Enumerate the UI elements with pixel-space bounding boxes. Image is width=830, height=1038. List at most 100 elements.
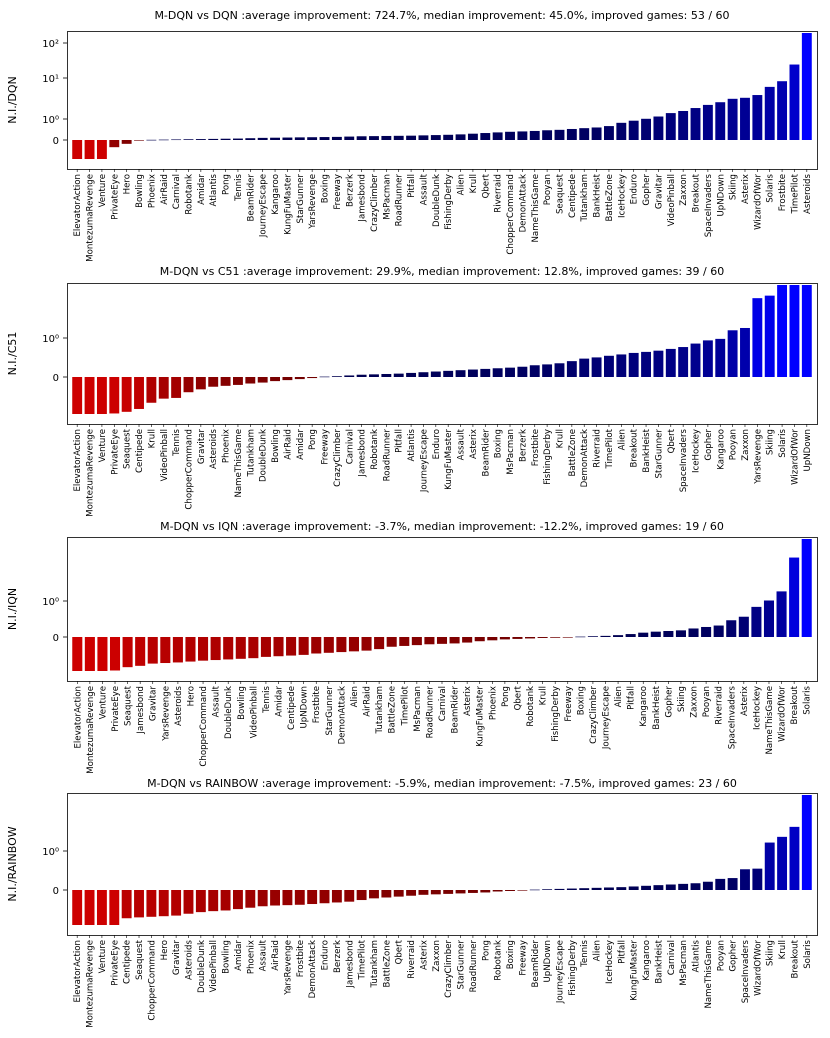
- x-tick-label: StarGunner: [325, 686, 335, 736]
- bar-Bowling: [235, 637, 246, 659]
- x-tick-label: Phoenix: [222, 429, 232, 463]
- x-tick-label: RoadRunner: [469, 940, 479, 993]
- x-tick-label: Alien: [617, 429, 627, 450]
- bar-Frostbite: [529, 365, 540, 377]
- bar-Jamesbond: [135, 637, 146, 666]
- x-tick-label: DemonAttack: [337, 686, 347, 744]
- x-tick-label: Tennis: [580, 939, 590, 967]
- bar-Qbert: [480, 133, 491, 140]
- bar-UpNDown: [801, 285, 812, 377]
- x-tick-label: VideoPinball: [209, 940, 219, 992]
- bar-RoadRunner: [424, 637, 435, 645]
- x-tick-label: Seaquest: [135, 939, 145, 980]
- x-tick-label: Frostbite: [296, 940, 306, 977]
- bar-Jamesbond: [344, 890, 355, 902]
- x-tick-label: Boxing: [494, 429, 504, 458]
- bar-Venture: [97, 637, 108, 671]
- bar-Gravitar: [653, 116, 664, 140]
- x-tick-label: Atlantis: [407, 428, 417, 461]
- bar-Carnival: [436, 637, 448, 644]
- bar-Bowling: [270, 377, 280, 382]
- x-tick-label: FishingDerby: [551, 686, 561, 742]
- bar-Kangaroo: [715, 338, 726, 377]
- y-tick-label: 10¹: [42, 74, 59, 85]
- x-tick-label: YarsRevenge: [308, 174, 318, 230]
- x-tick-label: Freeway: [564, 686, 574, 722]
- bar-AirRaid: [158, 139, 169, 141]
- x-tick-label: Alien: [457, 174, 467, 195]
- x-tick-label: ChopperCommand: [199, 686, 209, 767]
- x-tick-label: MsPacman: [506, 429, 516, 475]
- bar-Qbert: [665, 348, 676, 377]
- bar-PrivateEye: [109, 140, 120, 148]
- x-tick-label: VideoPinball: [667, 174, 677, 226]
- x-tick-label: DoubleDunk: [224, 686, 234, 739]
- x-tick-label: Phoenix: [488, 686, 498, 720]
- x-tick-label: Frostbite: [531, 429, 541, 466]
- bar-YarsRevenge: [282, 890, 293, 906]
- x-tick-label: Tutankham: [370, 940, 380, 989]
- bar-RoadRunner: [467, 890, 478, 893]
- x-tick-label: ChopperCommand: [506, 174, 516, 255]
- x-tick-label: Gravitar: [654, 174, 664, 210]
- x-tick-label: Bowling: [271, 429, 281, 463]
- x-tick-label: Krull: [147, 429, 157, 448]
- x-tick-label: IceHockey: [617, 174, 627, 218]
- bar-Alien: [455, 134, 466, 140]
- bar-Tutankham: [579, 128, 590, 140]
- x-tick-label: RoadRunner: [382, 429, 392, 482]
- x-tick-label: NameThisGame: [765, 686, 775, 755]
- bar-VideoPinball: [248, 637, 259, 659]
- bar-Carnival: [344, 375, 355, 377]
- bar-Tutankham: [374, 637, 385, 650]
- bar-Enduro: [319, 890, 330, 904]
- bar-IceHockey: [616, 122, 627, 140]
- x-tick-label: BankHeist: [642, 428, 652, 472]
- x-tick-label: BattleZone: [388, 686, 398, 733]
- bar-PrivateEye: [109, 890, 120, 925]
- bar-KungFuMaster: [628, 886, 639, 890]
- x-tick-label: Pooyan: [543, 174, 553, 205]
- bar-Krull: [554, 363, 565, 377]
- bar-Solaris: [777, 285, 788, 377]
- x-tick-label: ElevatorAction: [73, 686, 83, 749]
- x-tick-label: Skiing: [677, 686, 687, 712]
- bar-Assault: [257, 890, 268, 907]
- x-tick-label: Pooyan: [729, 429, 739, 460]
- bar-Qbert: [512, 637, 523, 639]
- x-tick-label: Riverraid: [715, 686, 725, 725]
- bar-TimePilot: [789, 64, 800, 140]
- bar-Frostbite: [311, 637, 322, 654]
- y-tick-label: 10⁰: [42, 847, 59, 858]
- x-tick-label: Asteroids: [184, 939, 194, 979]
- x-tick-label: Tennis: [262, 685, 272, 713]
- x-tick-label: Gravitar: [197, 429, 207, 465]
- bar-Tutankham: [245, 377, 256, 384]
- bar-KungFuMaster: [474, 637, 485, 642]
- bar-SpaceInvaders: [702, 104, 713, 140]
- x-tick-label: Seaquest: [123, 428, 133, 469]
- bar-BattleZone: [381, 890, 392, 898]
- x-tick-label: RoadRunner: [395, 174, 405, 227]
- x-tick-label: Kangaroo: [271, 174, 281, 215]
- x-tick-label: Riverraid: [593, 429, 603, 468]
- bar-BeamRider: [480, 368, 491, 377]
- x-tick-label: Bowling: [135, 174, 145, 208]
- y-tick-label: 10⁰: [42, 115, 59, 126]
- x-tick-label: Solaris: [803, 685, 813, 714]
- x-tick-label: IceHockey: [692, 429, 702, 473]
- x-tick-label: Alien: [350, 686, 360, 707]
- x-tick-label: Centipede: [123, 940, 133, 984]
- bar-Pitfall: [616, 887, 627, 890]
- x-tick-label: Pitfall: [407, 174, 417, 198]
- bar-Robotank: [492, 890, 503, 892]
- bar-RoadRunner: [393, 135, 404, 140]
- x-tick-label: Assault: [259, 939, 269, 971]
- bar-BankHeist: [653, 885, 664, 890]
- bar-AirRaid: [361, 637, 372, 651]
- bar-Asteroids: [183, 890, 194, 914]
- bar-Gravitar: [171, 890, 182, 916]
- x-tick-label: Gravitar: [172, 940, 182, 976]
- x-tick-label: Qbert: [513, 685, 523, 710]
- bar-JourneyEscape: [418, 372, 429, 377]
